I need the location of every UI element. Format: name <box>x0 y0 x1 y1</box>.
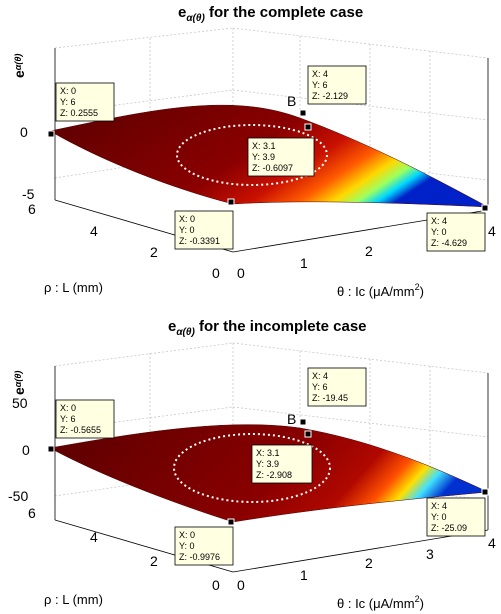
svg-text:Z: -0.3391: Z: -0.3391 <box>179 236 220 246</box>
y-tick: 2 <box>365 243 373 259</box>
x-tick: 4 <box>90 223 98 239</box>
datatip: X: 0 Y: 0 Z: -0.9976 <box>174 526 234 566</box>
data-marker <box>227 518 235 526</box>
svg-text:Y: 0: Y: 0 <box>431 227 447 237</box>
datatip: X: 0 Y: 6 Z: -0.5655 <box>55 399 115 439</box>
svg-text:Z: -0.6097: Z: -0.6097 <box>252 163 293 173</box>
svg-text:Y: 0: Y: 0 <box>179 541 195 551</box>
data-marker <box>47 445 55 453</box>
datatip: X: 0 Y: 6 Z: 0.2555 <box>55 82 115 122</box>
data-marker <box>47 130 55 138</box>
y-tick: 0 <box>237 265 245 281</box>
z-tick: -5 <box>22 186 35 202</box>
svg-text:X: 3.1: X: 3.1 <box>252 141 276 151</box>
svg-text:X: 0: X: 0 <box>179 214 195 224</box>
datatip: X: 3.1 Y: 3.9 Z: -0.6097 <box>247 137 315 177</box>
svg-text:Y: 6: Y: 6 <box>60 414 76 424</box>
svg-text:X: 0: X: 0 <box>60 86 76 96</box>
z-tick: 50 <box>12 395 28 411</box>
y-tick: 3 <box>426 546 434 562</box>
datatip: X: 4 Y: 0 Z: -4.629 <box>426 212 486 252</box>
z-axis-label: eα(θ) <box>11 371 27 395</box>
y-tick: 1 <box>300 255 308 271</box>
svg-text:Y: 3.9: Y: 3.9 <box>252 152 275 162</box>
svg-text:Y: 0: Y: 0 <box>431 512 447 522</box>
y-tick: 4 <box>488 535 496 551</box>
data-marker <box>481 204 489 212</box>
x-tick: 6 <box>28 201 36 217</box>
svg-text:X: 0: X: 0 <box>179 530 195 540</box>
svg-text:Z: -2.908: Z: -2.908 <box>256 470 292 480</box>
svg-text:Y: 6: Y: 6 <box>312 382 328 392</box>
datatip: X: 4 Y: 6 Z: -2.129 <box>307 65 367 105</box>
z-axis-label: eα(θ) <box>11 54 27 78</box>
x-tick: 2 <box>150 244 158 260</box>
point-label: B <box>287 93 296 109</box>
svg-text:X: 4: X: 4 <box>431 216 447 226</box>
data-marker <box>299 109 307 117</box>
y-tick: 2 <box>365 555 373 571</box>
z-tick: -50 <box>8 488 28 504</box>
y-axis-label: θ : Ic (μA/mm2) <box>337 594 424 611</box>
x-axis-label: ρ : L (mm) <box>44 592 103 607</box>
svg-text:Z: -0.9976: Z: -0.9976 <box>179 552 220 562</box>
svg-text:Y: 0: Y: 0 <box>179 225 195 235</box>
data-marker <box>227 198 235 206</box>
svg-text:X: 3.1: X: 3.1 <box>256 448 280 458</box>
datatip: X: 3.1 Y: 3.9 Z: -2.908 <box>251 444 313 484</box>
datatip: X: 4 Y: 0 Z: -25.09 <box>426 497 486 537</box>
svg-text:Z: 0.2555: Z: 0.2555 <box>60 108 98 118</box>
region-ellipse <box>173 433 331 503</box>
x-tick: 0 <box>212 577 220 593</box>
svg-text:Z: -2.129: Z: -2.129 <box>312 91 348 101</box>
svg-text:Z: -0.5655: Z: -0.5655 <box>60 425 101 435</box>
x-axis-label: ρ : L (mm) <box>44 280 103 295</box>
z-tick: 0 <box>20 124 28 140</box>
svg-text:X: 4: X: 4 <box>431 501 447 511</box>
svg-text:Y: 3.9: Y: 3.9 <box>256 459 279 469</box>
y-axis-label: θ : Ic (μA/mm2) <box>337 282 424 299</box>
svg-text:Y: 6: Y: 6 <box>60 97 76 107</box>
svg-text:X: 4: X: 4 <box>312 371 328 381</box>
x-tick: 6 <box>28 505 36 521</box>
chart-incomplete-case: eα(θ) for the incomplete case 50 0 -50 e… <box>8 318 496 611</box>
z-tick: 0 <box>22 442 30 458</box>
chart-title: eα(θ) for the complete case <box>178 4 363 24</box>
datatip: X: 0 Y: 0 Z: -0.3391 <box>174 210 234 250</box>
x-tick: 4 <box>90 529 98 545</box>
data-marker <box>299 418 307 426</box>
svg-text:Z: -19.45: Z: -19.45 <box>312 393 348 403</box>
datatip: X: 4 Y: 6 Z: -19.45 <box>307 367 367 407</box>
svg-text:Y: 6: Y: 6 <box>312 80 328 90</box>
x-tick: 2 <box>150 553 158 569</box>
y-tick: 0 <box>237 577 245 593</box>
svg-text:X: 0: X: 0 <box>60 403 76 413</box>
data-marker <box>481 488 489 496</box>
chart-complete-case: eα(θ) for the complete case 0 -5 eα(θ) <box>11 4 496 299</box>
y-tick: 4 <box>488 223 496 239</box>
data-marker <box>304 123 312 131</box>
svg-text:Z: -25.09: Z: -25.09 <box>431 523 467 533</box>
x-tick: 0 <box>212 265 220 281</box>
y-tick: 1 <box>300 567 308 583</box>
chart-title: eα(θ) for the incomplete case <box>168 318 367 338</box>
svg-text:Z: -4.629: Z: -4.629 <box>431 238 467 248</box>
data-marker <box>304 430 312 438</box>
svg-text:X: 4: X: 4 <box>312 69 328 79</box>
point-label: B <box>287 411 296 427</box>
region-ellipse <box>176 124 328 186</box>
